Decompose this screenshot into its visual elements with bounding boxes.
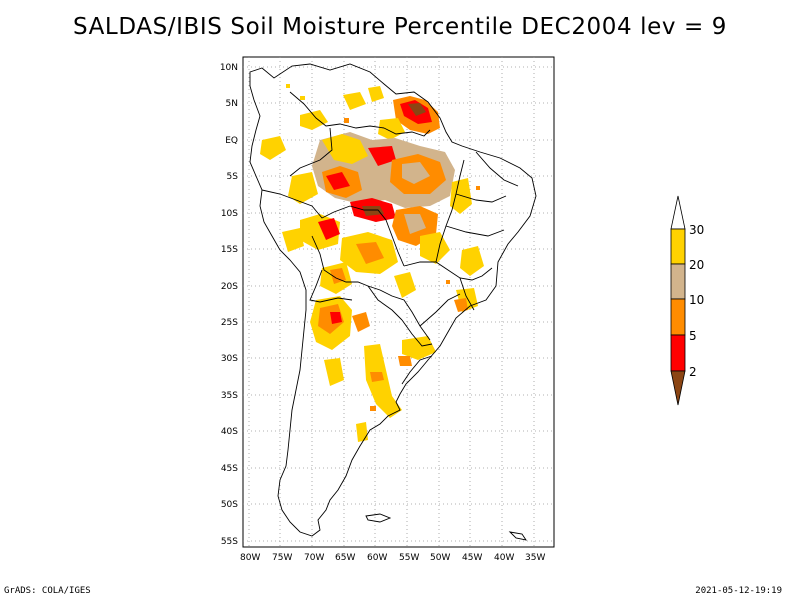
- lat-tick: 30S: [221, 354, 238, 364]
- lat-tick: 5S: [227, 172, 239, 182]
- colorbar-5-10: [670, 298, 686, 336]
- colorbar-20-30: [670, 228, 686, 265]
- colorbar-labels: 30 20 10 5 2: [689, 223, 704, 379]
- colorbar-label: 2: [689, 365, 697, 379]
- lat-tick: 45S: [221, 464, 238, 474]
- lon-tick: 50W: [430, 553, 450, 563]
- lon-tick: 55W: [399, 553, 419, 563]
- footer-timestamp: 2021-05-12-19:19: [695, 586, 782, 596]
- colorbar-below-2: [670, 370, 686, 406]
- country-borders: [249, 63, 537, 541]
- colorbar-label: 20: [689, 258, 704, 272]
- soil-moisture-shading: [260, 84, 484, 442]
- lat-tick: 55S: [221, 537, 238, 547]
- lon-tick: 65W: [335, 553, 355, 563]
- colorbar-10-20: [670, 263, 686, 300]
- lat-tick: 40S: [221, 427, 238, 437]
- lon-tick: 60W: [367, 553, 387, 563]
- lat-axis-labels: 10N 5N EQ 5S 10S 15S 20S 25S 30S 35S 40S…: [220, 63, 238, 547]
- lat-tick: 15S: [221, 245, 238, 255]
- lon-axis-labels: 80W 75W 70W 65W 60W 55W 50W 45W 40W 35W: [240, 553, 545, 563]
- colorbar-2-5: [670, 334, 686, 372]
- lon-tick: 35W: [525, 553, 545, 563]
- lat-tick: 50S: [221, 500, 238, 510]
- lon-tick: 75W: [272, 553, 292, 563]
- footer-credit: GrADS: COLA/IGES: [4, 586, 91, 596]
- lon-tick: 70W: [304, 553, 324, 563]
- lat-tick: 10N: [220, 63, 238, 73]
- lat-tick: EQ: [225, 136, 238, 146]
- colorbar-label: 30: [689, 223, 704, 237]
- lon-tick: 45W: [462, 553, 482, 563]
- lon-tick: 40W: [494, 553, 514, 563]
- map-title: SALDAS/IBIS Soil Moisture Percentile DEC…: [72, 14, 728, 40]
- lat-tick: 20S: [221, 282, 238, 292]
- colorbar-label: 5: [689, 329, 697, 343]
- colorbar-above-30: [670, 195, 686, 230]
- lat-tick: 35S: [221, 391, 238, 401]
- lon-tick: 80W: [240, 553, 260, 563]
- lat-tick: 5N: [226, 99, 238, 109]
- colorbar: [670, 195, 686, 406]
- colorbar-label: 10: [689, 293, 704, 307]
- lat-tick: 10S: [221, 209, 238, 219]
- lat-tick: 25S: [221, 318, 238, 328]
- map-grid: [243, 57, 554, 547]
